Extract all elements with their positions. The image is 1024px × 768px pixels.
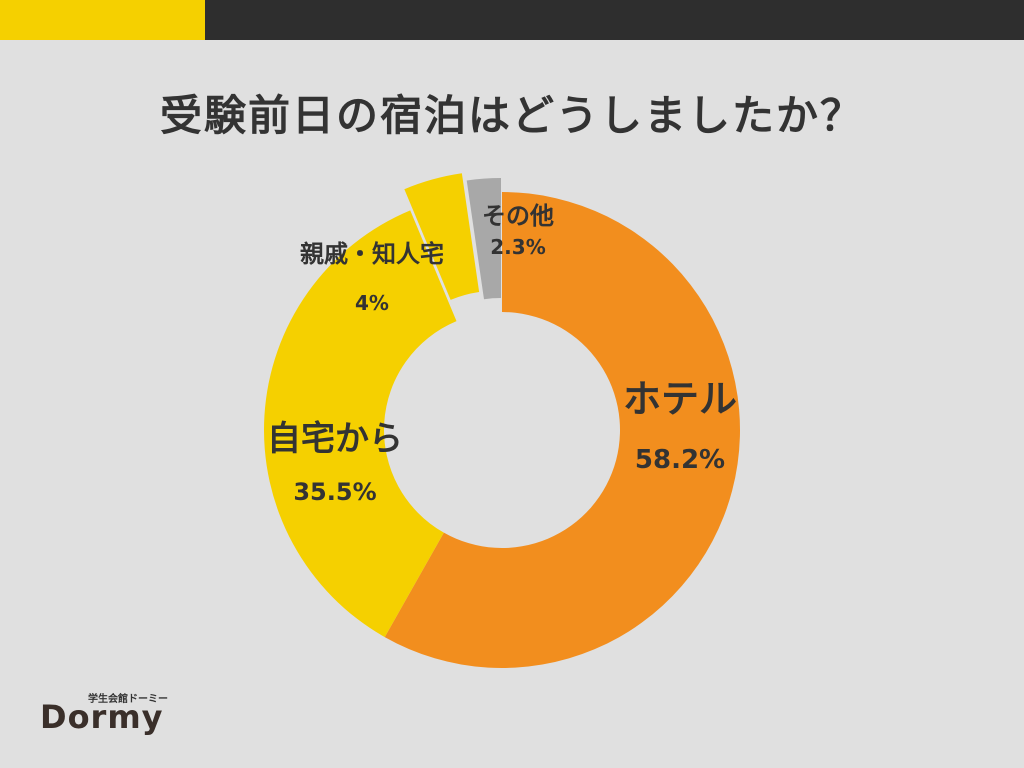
slice-label-4: その他 bbox=[482, 202, 554, 230]
slice-value-3: 4% bbox=[355, 291, 389, 315]
header-accent-bar bbox=[0, 0, 205, 40]
slice-1 bbox=[384, 192, 740, 669]
dormy-logo: 学生会館ドーミー Dormy bbox=[40, 690, 170, 740]
slice-value-1: 58.2% bbox=[635, 445, 725, 475]
slice-value-2: 35.5% bbox=[293, 478, 376, 506]
slice-value-4: 2.3% bbox=[490, 235, 545, 259]
header-bar bbox=[205, 0, 1024, 40]
slice-2 bbox=[264, 210, 457, 638]
slice-4 bbox=[466, 178, 501, 300]
slice-3 bbox=[404, 173, 480, 300]
logo-subtitle: 学生会館ドーミー bbox=[88, 694, 168, 705]
slice-label-2: 自宅から bbox=[267, 419, 403, 459]
slice-label-1: ホテル bbox=[623, 377, 737, 421]
page-title: 受験前日の宿泊はどうしましたか？ bbox=[159, 91, 864, 140]
logo-name: Dormy bbox=[40, 698, 164, 736]
slice-label-3: 親戚・知人宅 bbox=[300, 240, 444, 268]
